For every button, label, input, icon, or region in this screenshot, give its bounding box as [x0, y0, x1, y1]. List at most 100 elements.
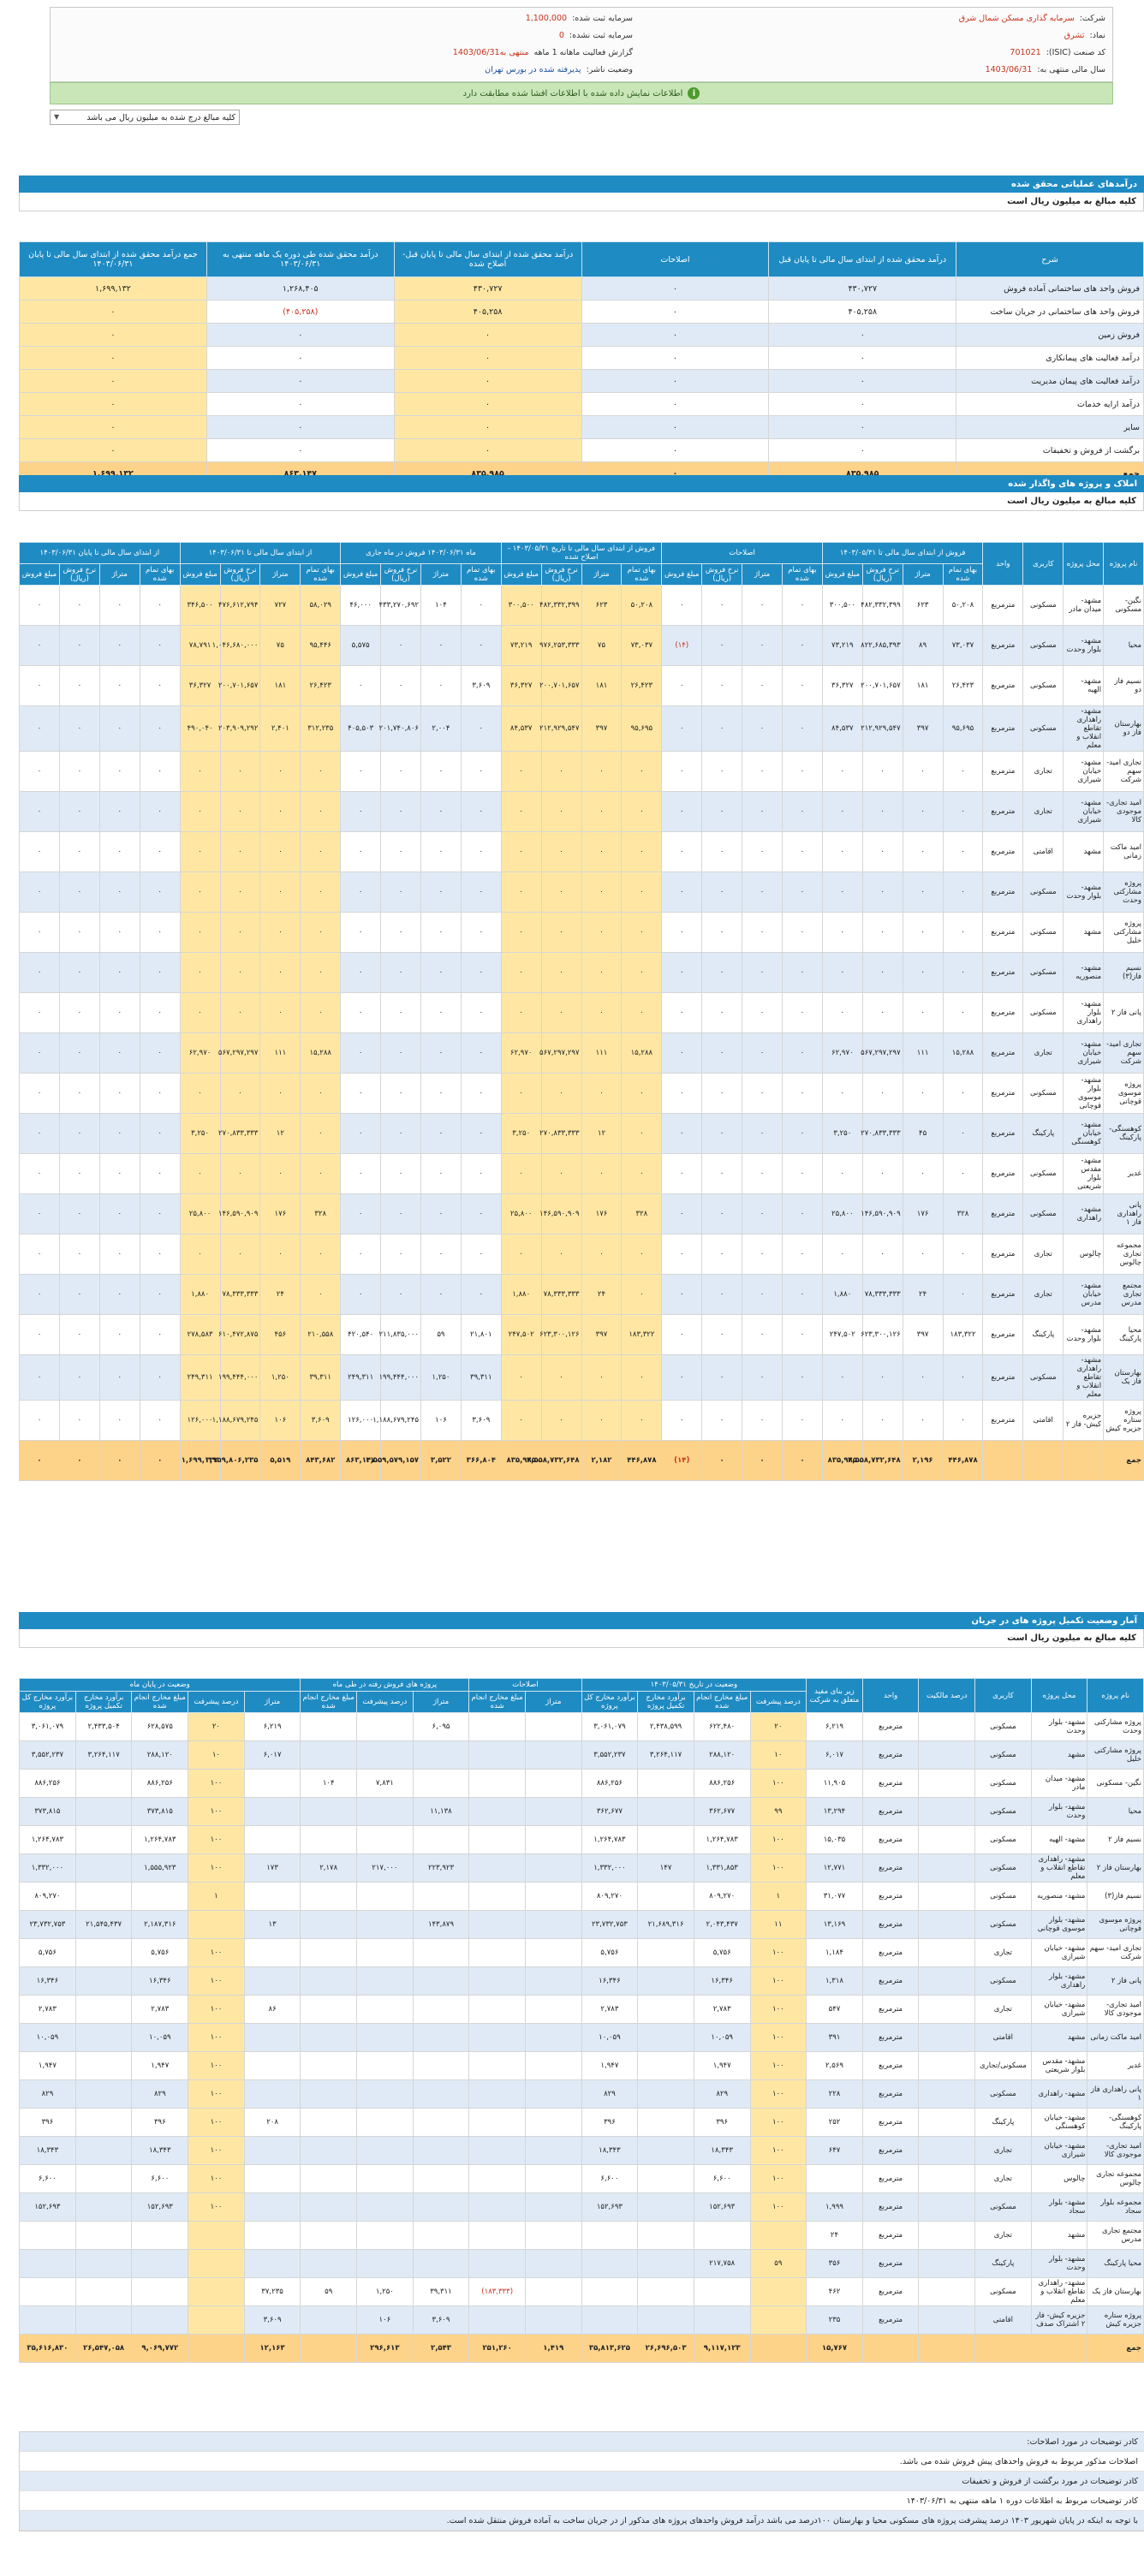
table-cell: [861, 2334, 920, 2363]
section-completion-title: آمار وضعیت تکمیل پروژه های در جریان: [19, 1612, 1144, 1629]
table-cell: ۴۸۲,۳۳۲,۳۹۹: [861, 585, 903, 626]
table-row: کوهسنگی- پارکینگ مشهد- خیابان کوهسنگی پارک…: [19, 2108, 1144, 2137]
table-cell: ۱۰۰: [749, 1769, 807, 1798]
table-cell: [243, 2051, 301, 2080]
table-cell: مشهد- راهداری تقاطع انقلاب و معلم: [1063, 705, 1105, 752]
table-cell: ۱۰۴: [420, 585, 462, 626]
table-cell: پارکینگ: [974, 2108, 1032, 2137]
table-cell: ۲۴: [259, 1274, 301, 1315]
table-cell: [468, 1769, 526, 1798]
table-cell: کوهسنگی- پارکینگ: [1087, 2108, 1144, 2137]
table-cell: ۰: [781, 1073, 823, 1114]
table-cell: ۰: [380, 1193, 421, 1234]
table-cell: ۰: [380, 751, 421, 792]
table-cell: ۸۴,۵۳۷: [821, 705, 863, 752]
table-cell: ۰: [581, 791, 623, 832]
table-cell: [356, 1740, 414, 1770]
table-cell: [524, 1910, 582, 1939]
section-revenue-note: کلیه مبالغ به میلیون ریال است: [19, 193, 1144, 211]
table-cell: ۰: [219, 952, 261, 993]
fiscal-label: سال مالی منتهی به:: [1037, 64, 1105, 74]
table-cell: ۰: [19, 665, 60, 706]
table-cell: ۲,۴۳۳,۵۰۴: [74, 1712, 133, 1741]
table-row: پروژه مشارکتی خلیل مشهد مسکونی مترمربع ۶,۰۱۷…: [19, 1740, 1144, 1770]
table-cell: ۱۳,۱۶۹: [806, 1910, 863, 1939]
table-cell: ۰: [139, 585, 181, 626]
table-cell: ۱۰۰: [188, 1995, 245, 2024]
table-cell: ۰: [661, 1032, 703, 1074]
symbol-value[interactable]: ثشرق: [1064, 30, 1085, 40]
table-cell: ۱۰۶: [356, 2305, 414, 2335]
table-cell: ۱۰۰: [188, 1853, 245, 1883]
table-cell: ۵۸,۰۲۹: [300, 585, 342, 626]
table-cell: ۰: [781, 1314, 823, 1355]
table-cell: ۰: [98, 665, 140, 706]
table-cell: ۰: [742, 1440, 783, 1481]
table-cell: مشهد- بلوار وحدت: [1063, 872, 1105, 913]
table-cell: ۴۰۵,۵۰۳: [340, 705, 382, 752]
table-cell: ۰: [139, 751, 181, 792]
table-row: پانی راهداری فاز ۱ مشهد- راهداری مسکونی متر…: [19, 1193, 1144, 1234]
table-cell: مترمربع: [861, 1910, 920, 1939]
table-cell: [918, 2108, 976, 2137]
table-cell: ۱۰۴: [300, 1769, 358, 1798]
table-cell: مشهد- بلوار وحدت: [1063, 1314, 1105, 1355]
column-header: وضعیت در پایان ماه: [18, 1678, 301, 1692]
table-cell: مترمربع: [861, 2023, 920, 2052]
table-cell: مترمربع: [982, 1153, 1024, 1194]
table-cell: ۰: [540, 1354, 582, 1401]
table-cell: ۰: [742, 831, 783, 872]
table-cell: مشهد- بلوار وحدت: [1063, 625, 1105, 666]
table-cell: ۰: [540, 872, 582, 913]
table-cell: [468, 1825, 526, 1854]
table-cell: ۰: [98, 1274, 140, 1315]
table-cell: مترمربع: [982, 912, 1024, 953]
symbol-label: نماد:: [1089, 30, 1105, 40]
table-cell: ۰: [340, 1234, 382, 1275]
table-cell: ۰: [500, 1234, 542, 1275]
table-cell: ۰: [420, 992, 462, 1033]
table-cell: [468, 2221, 526, 2250]
table-cell: ۰: [701, 705, 743, 752]
table-cell: [637, 2136, 694, 2165]
table-cell: ۱۰۰: [749, 2136, 807, 2165]
column-header: مبلغ فروش: [500, 563, 542, 586]
table-cell: ۰: [58, 1193, 100, 1234]
table-cell: [300, 1910, 358, 1939]
table-cell: ۰: [621, 751, 663, 792]
table-cell: مترمربع: [982, 665, 1024, 706]
table-cell: ۲۱۲,۹۲۹,۵۴۷: [539, 705, 582, 752]
table-cell: ۷,۸۳۱: [356, 1769, 414, 1798]
table-cell: ۰: [19, 323, 207, 347]
table-cell: پروژه مشارکتی خلیل: [1087, 1740, 1144, 1770]
table-cell: مترمربع: [982, 791, 1024, 832]
table-cell: ۰: [460, 1193, 502, 1234]
table-cell: ۰: [661, 665, 703, 706]
column-header: درصد پیشرفت: [749, 1691, 807, 1713]
table-cell: ۰: [58, 1113, 100, 1154]
company-value[interactable]: سرمایه گذاری مسکن شمال شرق: [958, 13, 1075, 23]
table-cell: ۰: [139, 625, 181, 666]
table-cell: ۳,۶۰۹: [460, 1400, 502, 1441]
unit-select[interactable]: کلیه مبالغ درج شده به میلیون ریال می باش…: [50, 110, 240, 125]
table-cell: ۱,۱۸۸,۶۷۹,۲۴۵: [372, 1400, 421, 1441]
table-cell: ۱,۲۵۰: [356, 2277, 414, 2306]
table-cell: ۱۰۰: [749, 2051, 807, 2080]
note-row: کادر توضیحات در مورد برگشت از فروش و تخف…: [20, 2472, 1144, 2491]
table-cell: ۰: [393, 346, 582, 370]
table-cell: ۰: [742, 1234, 783, 1275]
table-cell: ۷۲۷: [259, 585, 301, 626]
table-row: بهارستان فاز یک مشهد- راهداری تقاطع انقلا…: [19, 2277, 1144, 2306]
table-cell: ۳۲۸: [621, 1193, 663, 1234]
table-cell: ۰: [621, 912, 663, 953]
table-cell: مشهد- الهیه: [1030, 1825, 1088, 1854]
total-row: جمع ۴۴۶,۸۷۸ ۲,۱۹۶ ۳,۵۵۸,۷۳۲,۶۴۸ ۸۳۵,۹۸۵ ۰ ۰ ۰ (۱…: [19, 1440, 1144, 1481]
table-cell: ۰: [300, 1234, 342, 1275]
table-cell: ۳,۲۵۰: [821, 1113, 863, 1154]
table-cell: [749, 2305, 807, 2335]
table-cell: [412, 1769, 470, 1798]
table-cell: [412, 2192, 470, 2222]
table-cell: ۱۶,۳۴۶: [581, 1966, 639, 1996]
table-cell: ۰: [781, 952, 823, 993]
table-cell: [918, 1910, 976, 1939]
